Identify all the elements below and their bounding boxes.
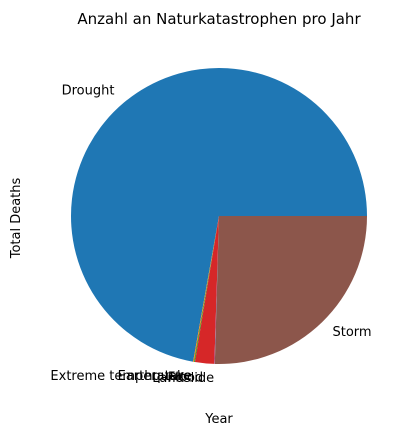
pie-label-drought: Drought bbox=[62, 84, 115, 99]
pie-slice-storm bbox=[214, 216, 368, 365]
pie-slice-landslide bbox=[214, 216, 219, 364]
y-axis-label: Total Deaths bbox=[9, 177, 24, 259]
pie-slice-drought bbox=[71, 68, 367, 362]
pie-label-landslide: Landslide bbox=[152, 371, 214, 386]
pie-label-storm: Storm bbox=[332, 325, 371, 340]
x-axis-label: Year bbox=[204, 412, 233, 427]
pie-slice-flood bbox=[194, 216, 219, 364]
pie-slice-extreme-temperature bbox=[193, 216, 219, 362]
pie-labels: Drought Extreme temperatureEarthquakeFloo… bbox=[50, 84, 371, 387]
pie-label-earthquake: Earthquake bbox=[118, 369, 192, 384]
pie-label-flood: Flood bbox=[168, 371, 203, 386]
pie-slices bbox=[71, 68, 368, 365]
chart-title: Anzahl an Naturkatastrophen pro Jahr bbox=[77, 10, 361, 28]
pie-label-extreme-temperature: Extreme temperature bbox=[50, 369, 191, 384]
pie-slice-earthquake bbox=[194, 216, 219, 363]
